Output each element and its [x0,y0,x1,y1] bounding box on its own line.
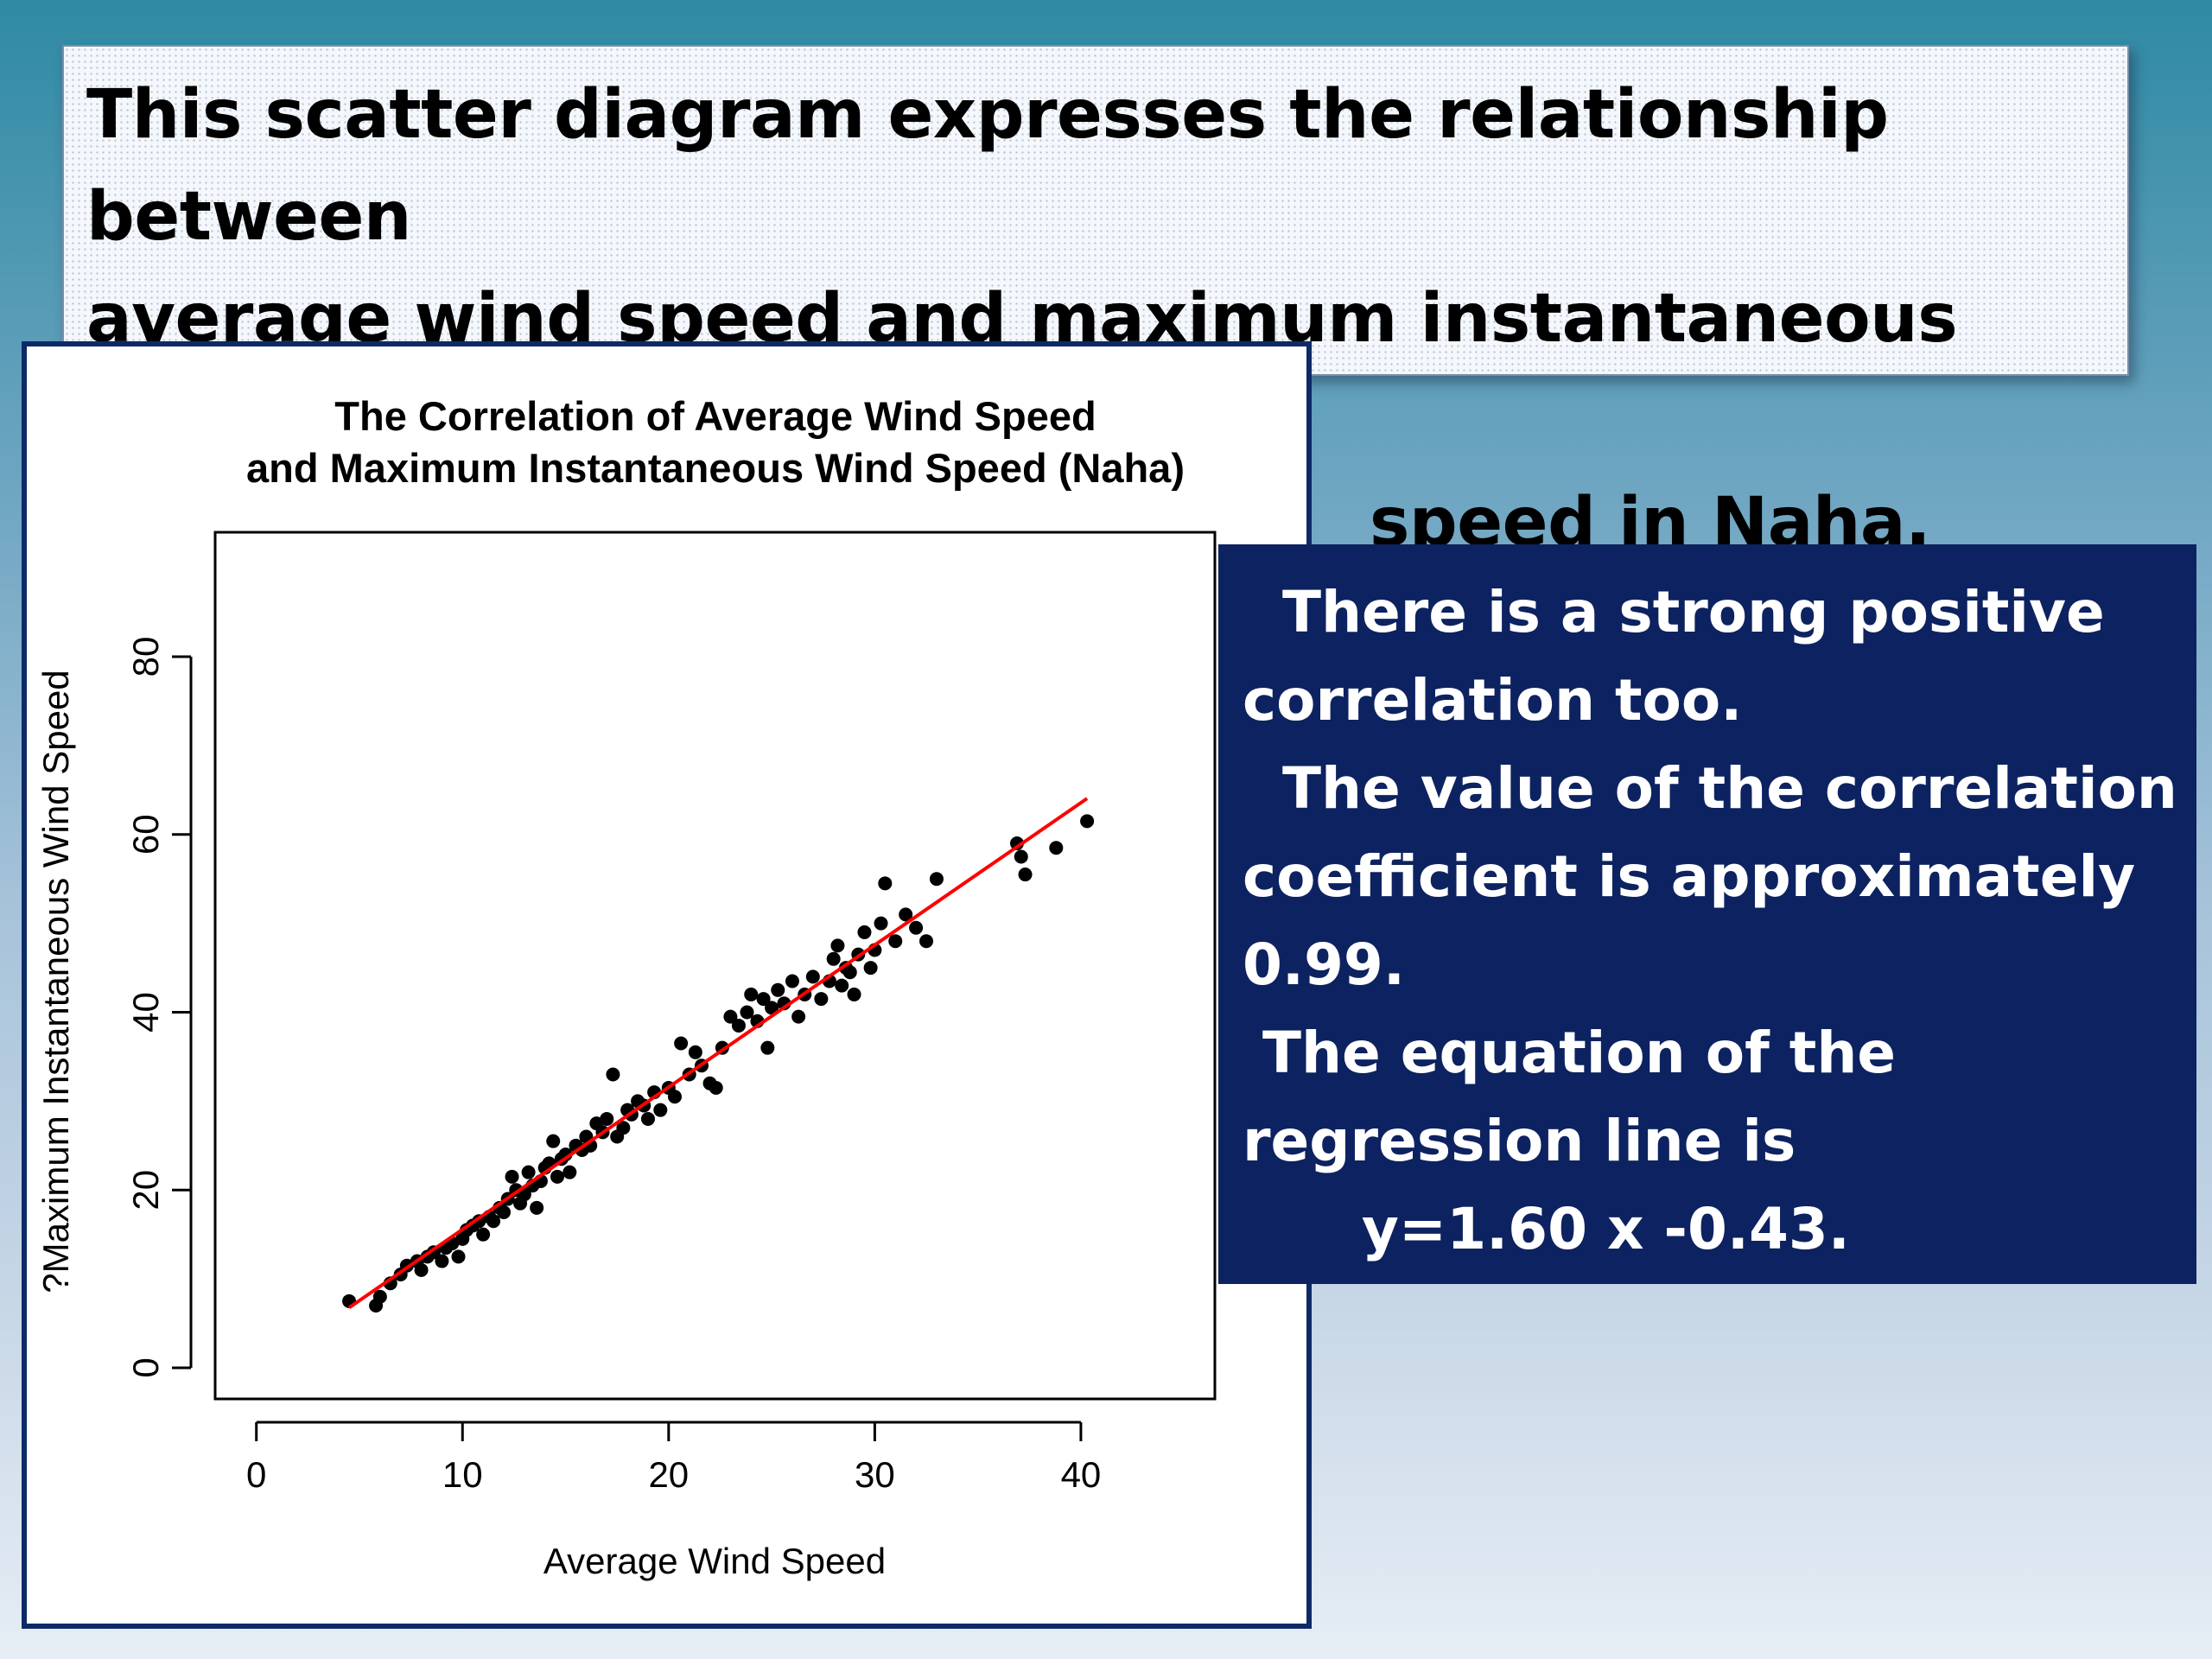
x-tick-label: 20 [648,1454,689,1495]
data-point [909,920,924,935]
x-tick-label: 40 [1061,1454,1102,1495]
regression-line-group [347,797,1089,1309]
data-point [847,987,861,1001]
data-point [791,1009,806,1024]
data-point [688,1045,702,1059]
data-point [476,1227,491,1242]
data-point [496,1205,511,1219]
data-point [888,934,903,949]
y-tick-label: 60 [125,814,166,855]
data-point [674,1036,689,1051]
note-line-7: regression line is [1243,1108,1796,1174]
data-point [616,1121,631,1135]
x-axis: 0 10 20 30 40 [246,1421,1102,1495]
data-point [521,1165,536,1179]
y-axis-label: ?Maximum Instantaneous Wind Speed [35,670,76,1293]
y-axis: 0 20 40 60 80 [125,637,193,1378]
headline-box: This scatter diagram expresses the relat… [62,45,2129,562]
note-line-1: There is a strong positive [1243,579,2105,645]
data-point [874,916,888,931]
data-point [667,1090,682,1104]
data-point [550,1169,565,1184]
x-tick-label: 0 [246,1454,266,1495]
data-point [600,1111,614,1126]
data-point [814,992,829,1007]
note-line-3: The value of the correlation [1243,755,2177,822]
chart-panel: The Correlation of Average Wind Speed an… [22,341,1312,1629]
data-point [546,1134,561,1148]
note-line-8: y=1.60 x -0.43. [1243,1196,1850,1262]
x-tick-label: 10 [442,1454,483,1495]
note-line-6: The equation of the [1243,1020,1897,1086]
y-tick-label: 80 [125,637,166,677]
data-point [899,907,913,922]
x-tick-label: 30 [855,1454,895,1495]
data-point [372,1289,387,1304]
data-point [435,1254,449,1268]
data-point [414,1262,429,1277]
data-point [606,1067,620,1082]
note-line-4: coefficient is approximately [1243,843,2136,910]
data-point [835,978,849,993]
data-point [805,969,820,984]
data-point [709,1080,723,1095]
data-point [653,1103,668,1117]
data-point [760,1040,775,1055]
data-point [486,1214,501,1229]
data-point [1080,814,1095,829]
data-points [342,814,1095,1313]
data-point [929,872,944,887]
y-tick-label: 40 [125,992,166,1033]
note-line-2: correlation too. [1243,667,1743,734]
data-point [744,987,759,1001]
data-point [723,1009,738,1024]
data-point [765,1001,779,1015]
data-point [451,1249,466,1264]
y-tick-label: 20 [125,1170,166,1211]
data-point [505,1169,519,1184]
data-point [842,965,857,980]
scatter-chart: The Correlation of Average Wind Speed an… [35,393,1217,1581]
data-point [1014,849,1028,864]
regression-line [347,797,1089,1309]
data-point [1018,868,1033,882]
data-point [731,1018,746,1033]
chart-title-line-2: and Maximum Instantaneous Wind Speed (Na… [246,445,1185,491]
plot-area-frame [213,531,1217,1401]
data-point [857,925,872,939]
data-point [756,992,771,1007]
data-point [1049,841,1064,855]
note-line-5: 0.99. [1243,931,1405,998]
data-point [863,961,878,976]
headline-line-1: This scatter diagram expresses the relat… [86,76,1889,256]
conclusion-note: There is a strong positive correlation t… [1218,544,2196,1284]
data-point [785,974,799,988]
data-point [640,1111,655,1126]
data-point [830,938,845,953]
data-point [530,1200,544,1215]
data-point [1009,836,1024,851]
y-tick-label: 0 [125,1357,166,1377]
data-point [878,876,893,891]
chart-title-line-1: The Correlation of Average Wind Speed [334,393,1096,439]
data-point [740,1005,754,1020]
x-axis-label: Average Wind Speed [543,1541,886,1581]
data-point [771,982,785,997]
data-point [919,934,934,949]
data-point [563,1165,577,1179]
data-point [826,951,841,966]
